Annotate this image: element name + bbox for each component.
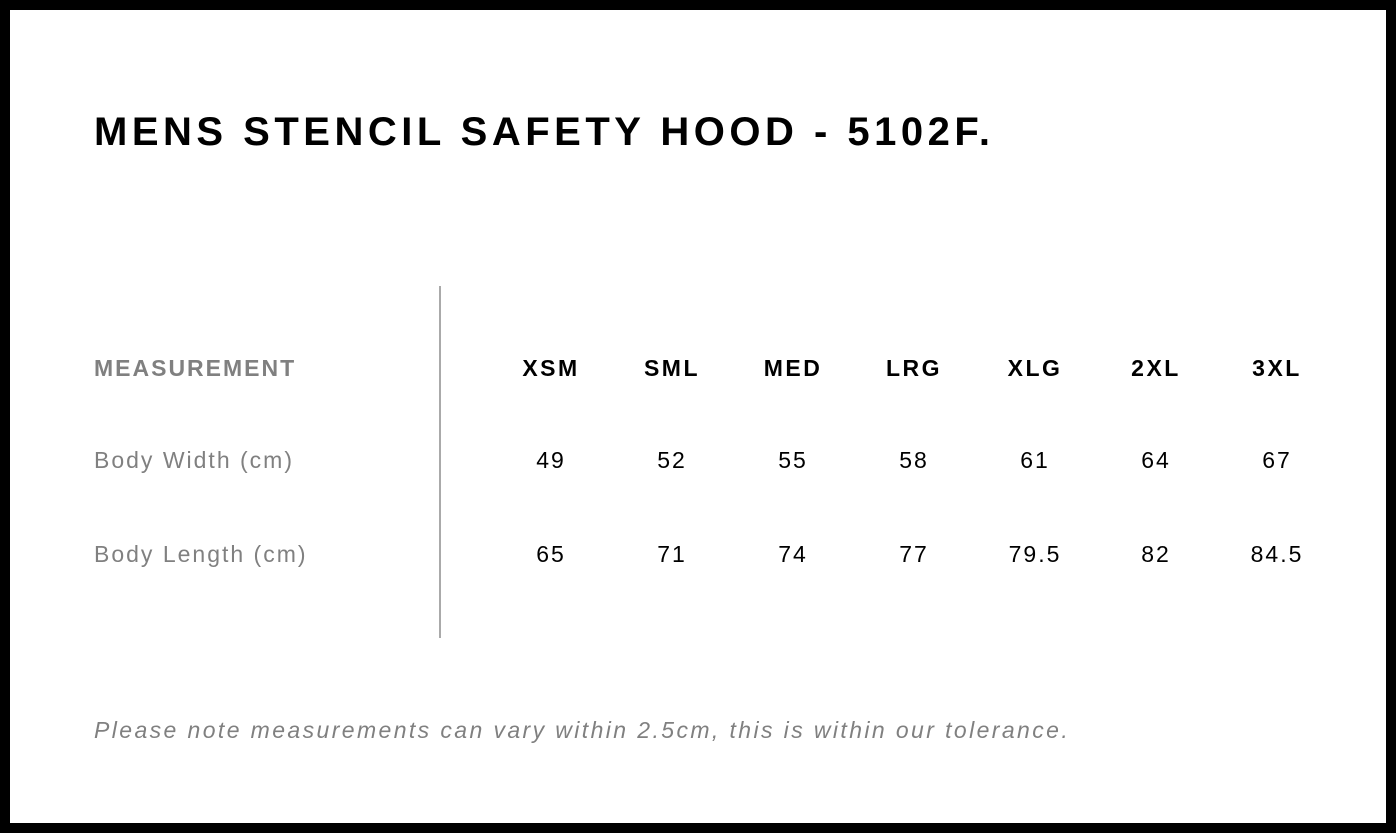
column-divider [439,286,441,638]
table-cell: 55 [778,447,808,473]
measurement-header: MEASUREMENT [94,355,297,381]
size-header: XLG [1007,355,1063,381]
table-cell: 52 [657,447,687,473]
page-title: MENS STENCIL SAFETY HOOD - 5102F. [94,110,995,154]
table-cell: 79.5 [1008,541,1062,567]
size-header: LRG [885,355,943,381]
tolerance-note: Please note measurements can vary within… [94,717,1071,743]
size-header: MED [763,355,823,381]
size-header: SML [643,355,701,381]
size-chart-card: MENS STENCIL SAFETY HOOD - 5102F. MEASUR… [10,10,1386,823]
row-label: Body Width (cm) [94,447,294,473]
size-header: 3XL [1252,355,1302,381]
table-cell: 82 [1141,541,1171,567]
table-cell: 61 [1020,447,1050,473]
table-cell: 84.5 [1250,541,1304,567]
table-cell: 71 [657,541,687,567]
row-label: Body Length (cm) [94,541,308,567]
size-header: 2XL [1131,355,1181,381]
table-cell: 49 [536,447,566,473]
table-cell: 64 [1141,447,1171,473]
size-header: XSM [522,355,580,381]
table-cell: 74 [778,541,808,567]
table-cell: 67 [1262,447,1292,473]
table-cell: 58 [899,447,929,473]
table-cell: 65 [536,541,566,567]
table-cell: 77 [899,541,929,567]
